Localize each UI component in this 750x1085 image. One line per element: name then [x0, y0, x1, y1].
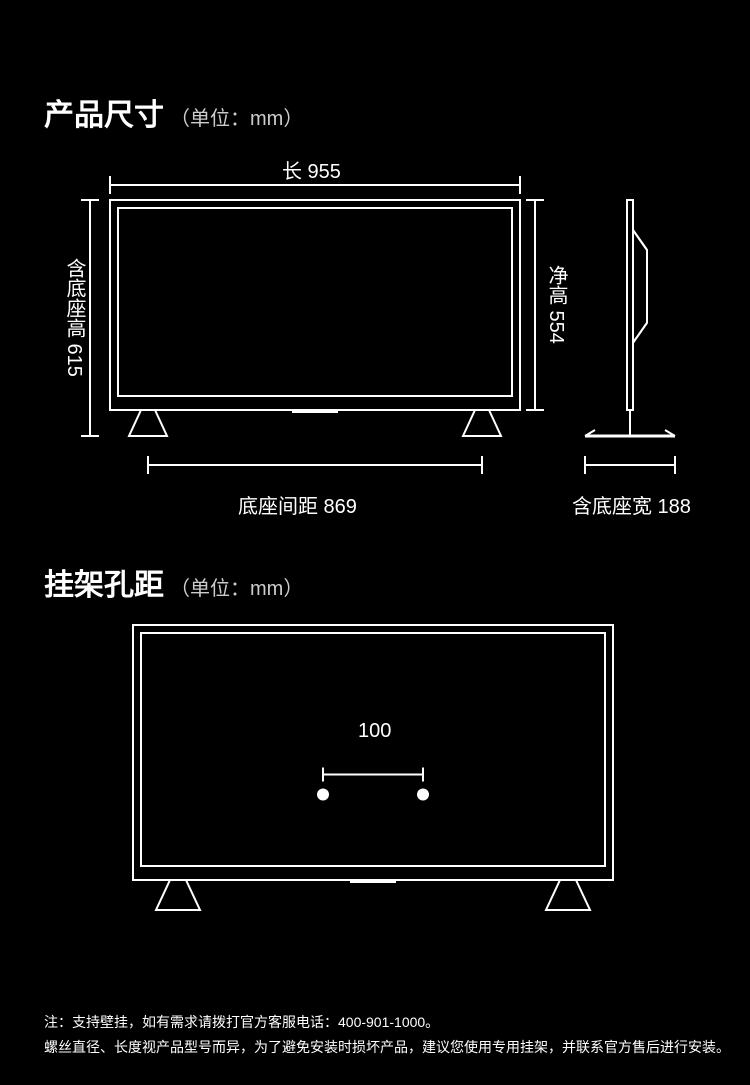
diagram-canvas [0, 0, 750, 1085]
